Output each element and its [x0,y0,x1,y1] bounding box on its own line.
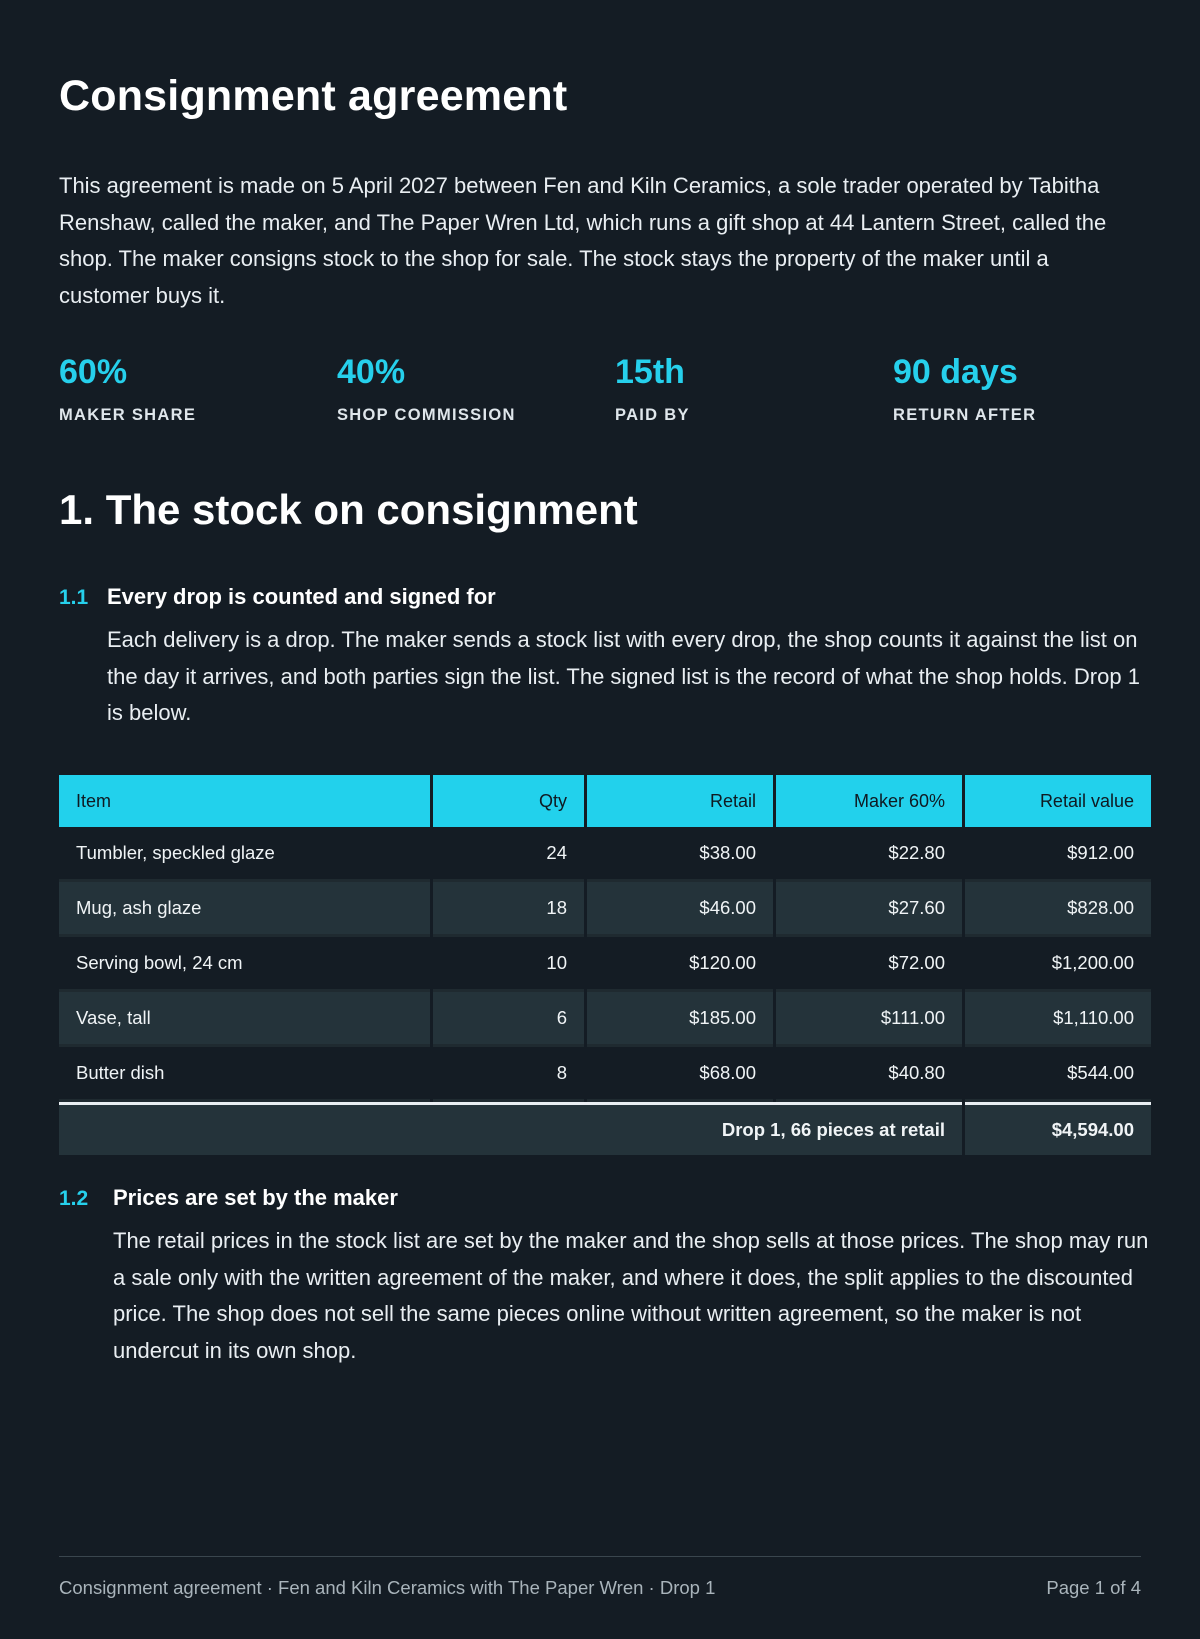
page-title: Consignment agreement [59,72,568,120]
stat-return-after: 90 days RETURN AFTER [893,352,1036,425]
cell-retail-value: $1,200.00 [965,937,1151,992]
table-row: Serving bowl, 24 cm 10 $120.00 $72.00 $1… [59,937,1151,992]
table-row: Butter dish 8 $68.00 $40.80 $544.00 [59,1047,1151,1102]
clause-number: 1.2 [59,1187,89,1210]
stat-label: PAID BY [615,406,690,424]
footer-document-info: Consignment agreement · Fen and Kiln Cer… [59,1577,716,1598]
stock-table: Item Qty Retail Maker 60% Retail value T… [56,775,1154,1155]
stat-maker-share: 60% MAKER SHARE [59,352,196,425]
section-heading: 1. The stock on consignment [59,486,638,533]
clause-number: 1.1 [59,586,89,609]
cell-retail: $68.00 [587,1047,773,1102]
stat-value: 60% [59,353,128,391]
column-header: Retail [587,775,773,827]
cell-qty: 10 [433,937,584,992]
stat-value: 40% [337,353,406,391]
stat-shop-commission: 40% SHOP COMMISSION [337,352,516,425]
cell-maker-share: $22.80 [776,827,962,882]
table-row: Tumbler, speckled glaze 24 $38.00 $22.80… [59,827,1151,882]
table-row: Mug, ash glaze 18 $46.00 $27.60 $828.00 [59,882,1151,937]
table-total-row: Drop 1, 66 pieces at retail $4,594.00 [59,1102,1151,1155]
clause-body: The retail prices in the stock list are … [113,1228,1149,1363]
clause-title: Prices are set by the maker [113,1185,398,1210]
cell-item: Butter dish [59,1047,430,1102]
clause-body: Each delivery is a drop. The maker sends… [107,627,1140,725]
cell-item: Serving bowl, 24 cm [59,937,430,992]
table-header-row: Item Qty Retail Maker 60% Retail value [59,775,1151,827]
cell-retail-value: $912.00 [965,827,1151,882]
stat-label: SHOP COMMISSION [337,406,516,424]
total-label: Drop 1, 66 pieces at retail [59,1102,962,1155]
intro-paragraph: This agreement is made on 5 April 2027 b… [59,173,1107,308]
stat-value: 15th [615,353,685,391]
clause-title: Every drop is counted and signed for [107,584,496,609]
table-row: Vase, tall 6 $185.00 $111.00 $1,110.00 [59,992,1151,1047]
stat-value: 90 days [893,353,1018,391]
stat-label: RETURN AFTER [893,406,1037,424]
cell-qty: 6 [433,992,584,1047]
cell-item: Vase, tall [59,992,430,1047]
total-value: $4,594.00 [965,1102,1151,1155]
cell-item: Tumbler, speckled glaze [59,827,430,882]
stat-paid-by: 15th PAID BY [615,352,690,425]
cell-retail-value: $544.00 [965,1047,1151,1102]
cell-retail-value: $828.00 [965,882,1151,937]
cell-qty: 18 [433,882,584,937]
column-header: Qty [433,775,584,827]
cell-maker-share: $111.00 [776,992,962,1047]
cell-maker-share: $40.80 [776,1047,962,1102]
column-header: Retail value [965,775,1151,827]
cell-retail: $38.00 [587,827,773,882]
cell-retail: $120.00 [587,937,773,992]
footer-divider [59,1556,1141,1557]
cell-retail: $185.00 [587,992,773,1047]
cell-maker-share: $27.60 [776,882,962,937]
footer-page-number: Page 1 of 4 [1046,1577,1141,1598]
cell-qty: 24 [433,827,584,882]
column-header: Item [59,775,430,827]
column-header: Maker 60% [776,775,962,827]
cell-retail: $46.00 [587,882,773,937]
stat-label: MAKER SHARE [59,406,197,424]
cell-qty: 8 [433,1047,584,1102]
cell-maker-share: $72.00 [776,937,962,992]
cell-retail-value: $1,110.00 [965,992,1151,1047]
key-terms: 60% MAKER SHARE 40% SHOP COMMISSION 15th… [59,352,1179,432]
cell-item: Mug, ash glaze [59,882,430,937]
